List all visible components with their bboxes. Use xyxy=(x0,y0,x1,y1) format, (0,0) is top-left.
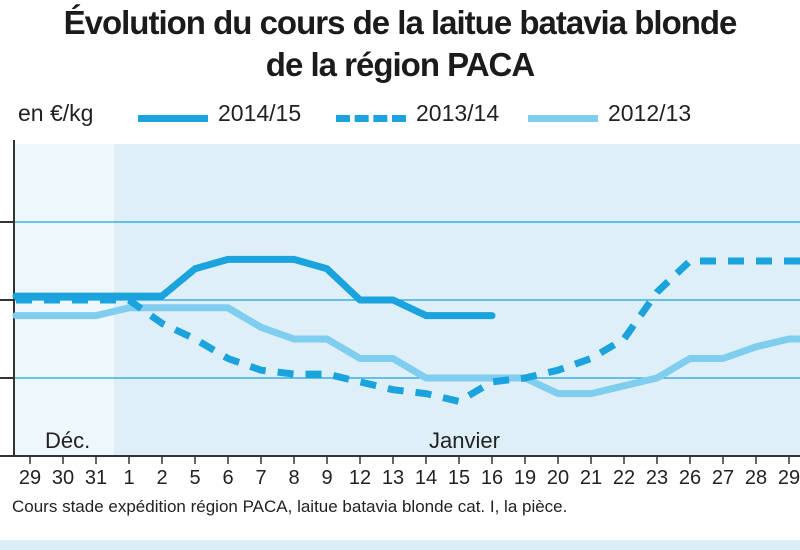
x-tick-label: 14 xyxy=(415,467,437,489)
x-tick-label: 29 xyxy=(19,467,41,489)
x-tick-label: 7 xyxy=(255,467,266,489)
period-label-december: Déc. xyxy=(45,428,90,453)
x-tick-label: 21 xyxy=(580,467,602,489)
x-tick-label: 27 xyxy=(712,467,734,489)
x-tick-label: 2 xyxy=(156,467,167,489)
legend-swatch-2013-14 xyxy=(336,115,406,122)
chart-title-line-1: Évolution du cours de la laitue batavia … xyxy=(0,2,800,44)
x-tick-label: 13 xyxy=(382,467,404,489)
x-tick-label: 6 xyxy=(222,467,233,489)
line-chart: 29 30 31 1 2 5 6 7 8 9 12 13 14 15 16 19 20 21 22 23 26 27 28 2… xyxy=(0,136,800,496)
x-tick-label: 23 xyxy=(646,467,668,489)
x-tick-label: 30 xyxy=(52,467,74,489)
x-tick-label: 1 xyxy=(123,467,134,489)
x-tick-label: 9 xyxy=(321,467,332,489)
x-tick-label: 8 xyxy=(288,467,299,489)
footnote: Cours stade expédition région PACA, lait… xyxy=(12,497,567,517)
x-tick-label: 15 xyxy=(448,467,470,489)
legend-swatch-2012-13 xyxy=(528,115,598,122)
legend: en €/kg 2014/15 2013/14 2012/13 xyxy=(0,96,800,136)
x-tick-label: 20 xyxy=(547,467,569,489)
x-tick-label: 29 xyxy=(778,467,800,489)
bottom-band xyxy=(0,540,800,550)
period-label-january: Janvier xyxy=(429,428,500,453)
legend-label-2012-13: 2012/13 xyxy=(608,100,691,127)
legend-label-2013-14: 2013/14 xyxy=(416,100,499,127)
x-tick-label: 16 xyxy=(481,467,503,489)
x-tick-label: 12 xyxy=(349,467,371,489)
x-tick-label: 22 xyxy=(613,467,635,489)
legend-swatch-2014-15 xyxy=(138,115,208,122)
x-tick-label: 31 xyxy=(85,467,107,489)
unit-label: en €/kg xyxy=(18,100,93,127)
x-tick-label: 26 xyxy=(679,467,701,489)
legend-label-2014-15: 2014/15 xyxy=(218,100,301,127)
chart-title-line-2: de la région PACA xyxy=(0,44,800,86)
x-tick-label: 5 xyxy=(189,467,200,489)
x-tick-label: 19 xyxy=(514,467,536,489)
x-tick-label: 28 xyxy=(745,467,767,489)
chart-title: Évolution du cours de la laitue batavia … xyxy=(0,2,800,86)
